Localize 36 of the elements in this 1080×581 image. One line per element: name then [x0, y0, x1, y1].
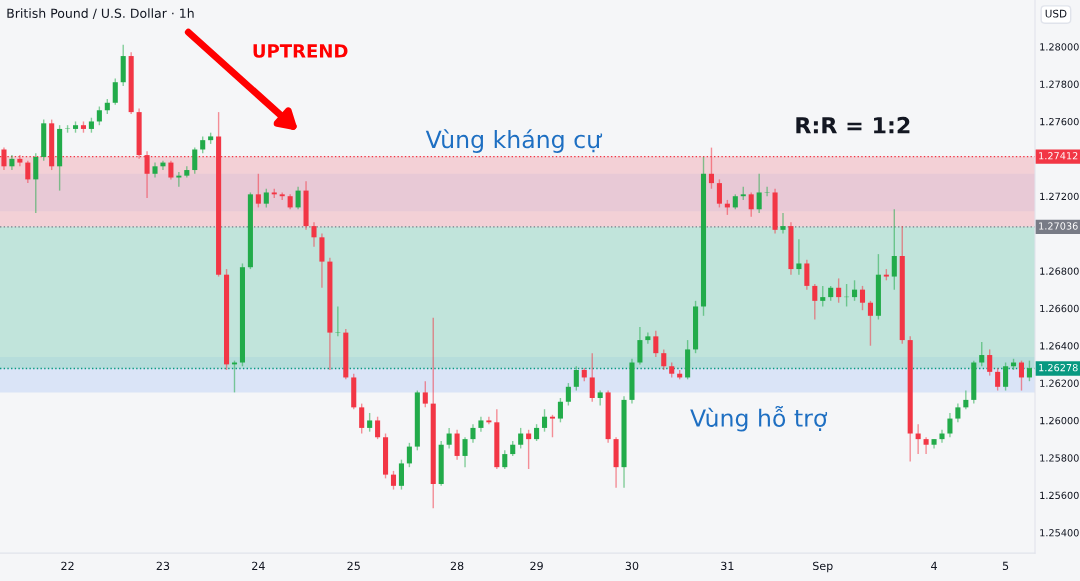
annotation: R:R = 1:2 — [796, 116, 910, 134]
ref-line-label: 1.26278 — [1039, 363, 1078, 372]
y-tick-label: 1.28000 — [1040, 43, 1079, 51]
y-tick-label: 1.26000 — [1040, 416, 1079, 425]
candlestick — [160, 160, 166, 171]
x-tick-label: 31 — [721, 561, 734, 571]
y-tick-label: 1.26400 — [1040, 342, 1079, 350]
y-tick-label: 1.25600 — [1040, 491, 1079, 500]
x-tick-label: 30 — [625, 561, 639, 571]
text: British Pound / U.S. Dollar · 1h — [7, 8, 194, 19]
y-axis-title: USD — [1045, 9, 1067, 18]
x-tick-label: 22 — [61, 561, 74, 570]
y-tick-label: 1.26200 — [1040, 379, 1079, 387]
x-tick-label: 5 — [1002, 561, 1009, 571]
y-tick-label: 1.27600 — [1040, 117, 1079, 126]
candlestick — [923, 436, 929, 455]
candlestick — [176, 171, 182, 188]
y-tick-label: 1.26600 — [1040, 304, 1079, 313]
x-tick-label: 25 — [347, 561, 360, 571]
y-tick-label: 1.27200 — [1040, 192, 1079, 201]
x-tick-label: 29 — [530, 561, 543, 571]
candlestick — [486, 416, 492, 425]
y-tick-label: 1.25400 — [1040, 529, 1079, 537]
y-tick-label: 1.27800 — [1040, 80, 1079, 88]
y-tick-label: 1.25800 — [1040, 454, 1079, 462]
ref-line-label: 1.27036 — [1039, 222, 1078, 230]
x-tick-label: Sep — [813, 561, 833, 573]
y-tick-label: 1.26800 — [1040, 267, 1079, 275]
annotation: Vùng kháng cự — [425, 129, 603, 153]
annotation: Vùng hỗ trợ — [690, 405, 828, 432]
x-tick-label: 24 — [252, 561, 265, 570]
annotation: UPTREND — [253, 44, 348, 58]
x-tick-label: 23 — [156, 561, 170, 571]
ref-line-label: 1.27412 — [1039, 152, 1078, 160]
x-tick-label: 28 — [450, 561, 464, 571]
x-tick-label: 4 — [931, 561, 937, 570]
